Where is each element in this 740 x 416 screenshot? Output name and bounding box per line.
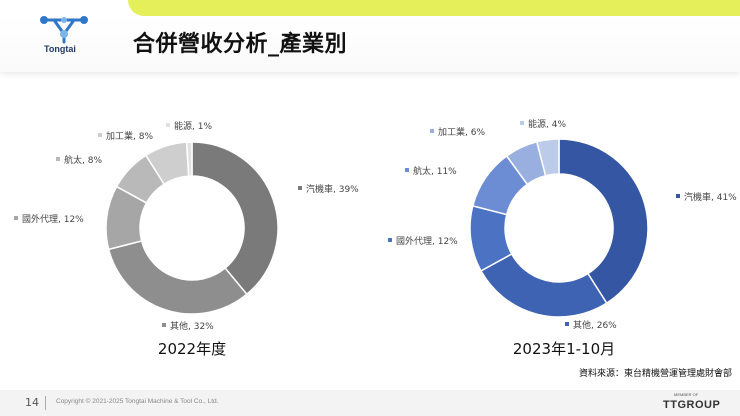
slice-label-0-2: 國外代理, 12% — [22, 213, 84, 225]
slice-label-1-1: 其他, 26% — [573, 319, 617, 331]
page-number: 14 — [25, 396, 39, 409]
tt-group-logo: TTGROUP — [663, 399, 721, 411]
tongtai-logo-icon — [40, 16, 88, 44]
header-band — [0, 16, 740, 72]
label-marker-1-1 — [565, 322, 569, 326]
donut-chart-2022: 汽機車, 39% 其他, 32% 國外代理, 12% 航太, 8% 加工業, 8% 能源,… — [14, 120, 359, 332]
member-of-text: MEMBER OF — [674, 392, 699, 397]
donut-slice-1-1 — [479, 252, 608, 318]
slice-label-0-0: 汽機車, 39% — [306, 183, 359, 195]
copyright-text: Copyright © 2021-2025 Tongtai Machine & … — [56, 398, 219, 405]
footer: 14 Copyright © 2021-2025 Tongtai Machine… — [0, 390, 740, 416]
donut-slice-0-1 — [107, 240, 248, 315]
slice-label-1-3: 航太, 11% — [413, 165, 457, 177]
slice-label-0-1: 其他, 32% — [170, 320, 214, 332]
label-marker-0-5 — [166, 123, 170, 127]
label-marker-1-3 — [405, 168, 409, 172]
label-marker-0-0 — [298, 186, 302, 190]
footer-divider — [45, 396, 46, 410]
donut-chart-2023: 汽機車, 41% 其他, 26% 國外代理, 12% 航太, 11% 加工業, 6% 能源… — [388, 118, 737, 331]
label-marker-0-4 — [98, 133, 102, 137]
label-marker-1-4 — [430, 129, 434, 133]
page-title: 合併營收分析_產業別 — [133, 32, 348, 57]
logo-text: Tongtai — [44, 44, 76, 54]
slice-label-1-5: 能源, 4% — [528, 118, 566, 130]
source-note: 資料來源：東台精機營運管理處財會部 — [578, 369, 732, 379]
label-marker-0-1 — [162, 323, 166, 327]
slice-label-0-4: 加工業, 8% — [106, 130, 153, 142]
label-marker-1-2 — [388, 238, 392, 242]
donut-slice-0-5 — [185, 141, 193, 177]
slice-label-0-3: 航太, 8% — [64, 154, 102, 166]
donut-slice-1-0 — [558, 138, 649, 305]
label-marker-1-5 — [520, 121, 524, 125]
slice-label-1-4: 加工業, 6% — [438, 126, 485, 138]
chart-title-2023: 2023年1-10月 — [513, 340, 615, 358]
donut-slice-0-0 — [191, 141, 279, 296]
label-marker-0-3 — [56, 157, 60, 161]
label-marker-1-0 — [676, 194, 680, 198]
slice-label-0-5: 能源, 1% — [174, 120, 212, 132]
chart-title-2022: 2022年度 — [158, 340, 226, 358]
slice-label-1-2: 國外代理, 12% — [396, 235, 458, 247]
donut-slice-1-5 — [535, 138, 560, 177]
label-marker-0-2 — [14, 216, 18, 220]
top-accent-bar — [128, 0, 740, 16]
slice-label-1-0: 汽機車, 41% — [684, 191, 737, 203]
